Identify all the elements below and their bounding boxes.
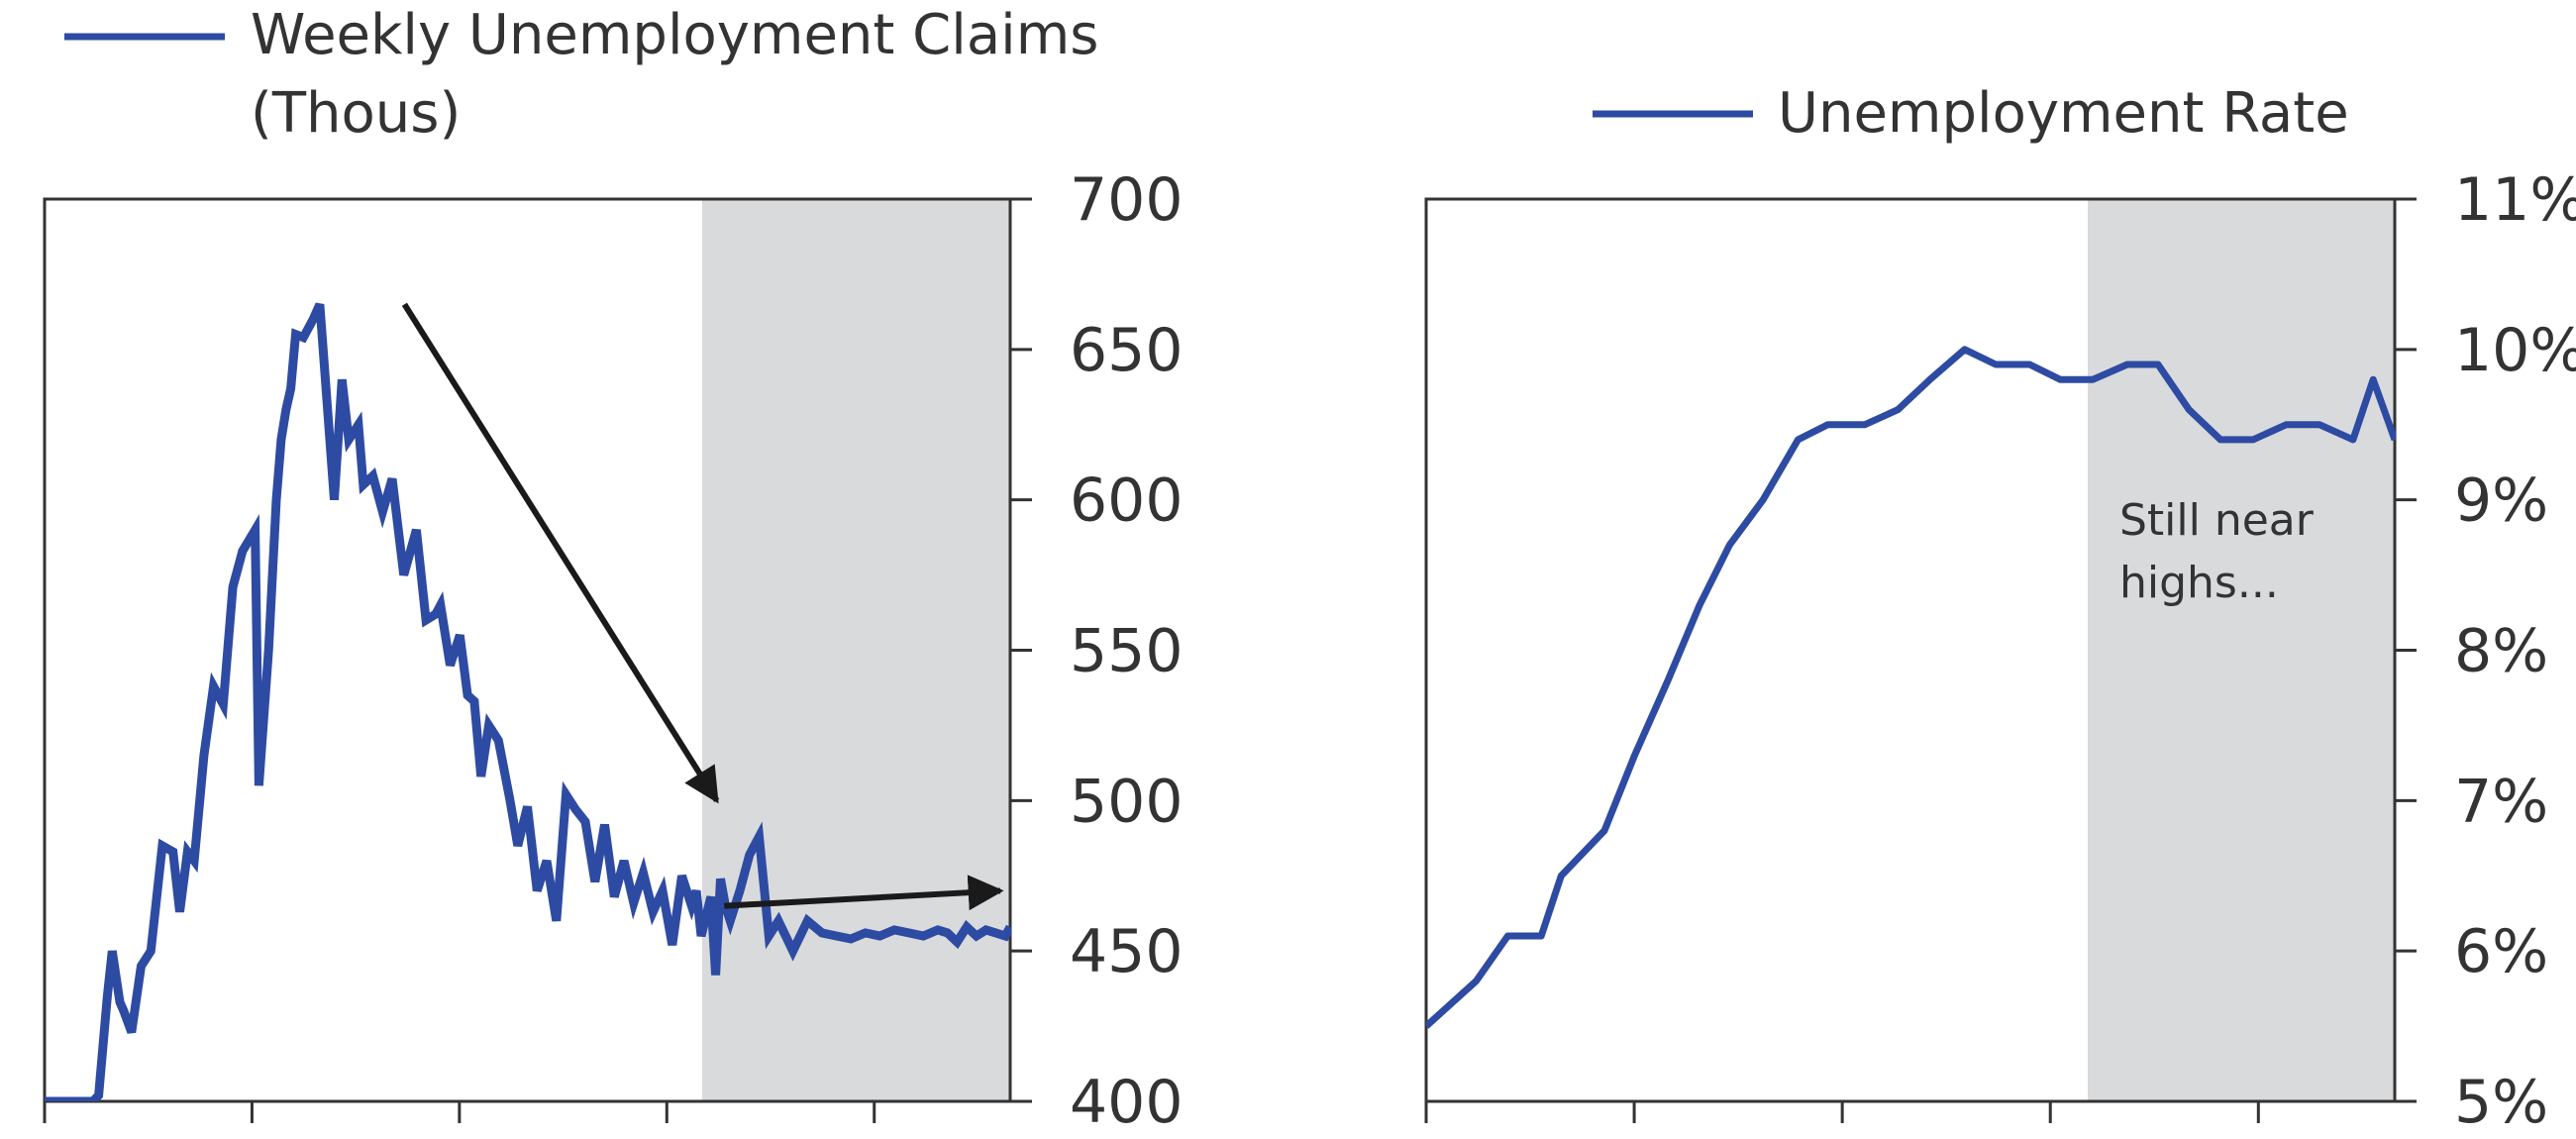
rate-shaded-region xyxy=(2088,199,2395,1101)
claims-y-tick-label: 450 xyxy=(1070,917,1184,986)
rate-annotation: Still near highs... xyxy=(2119,495,2315,608)
claims-trend-arrow-2 xyxy=(724,875,1004,911)
rate-y-tick-label: 6% xyxy=(2454,917,2548,986)
rate-series-line xyxy=(1426,346,2396,1029)
claims-y-ticks: 700 650 600 550 500 450 400 xyxy=(1010,165,1184,1137)
claims-y-tick-label: 700 xyxy=(1070,165,1184,235)
rate-annotation-line2: highs... xyxy=(2119,558,2279,608)
claims-x-ticks xyxy=(43,1101,876,1123)
claims-y-tick-label: 650 xyxy=(1070,316,1184,385)
rate-legend-label: Unemployment Rate xyxy=(1778,81,2349,146)
rate-y-tick-label: 11% xyxy=(2454,165,2576,235)
claims-legend-label-line1: Weekly Unemployment Claims xyxy=(251,3,1098,67)
rate-y-tick-label: 8% xyxy=(2454,617,2548,686)
rate-x-ticks xyxy=(1424,1101,2260,1123)
rate-annotation-line1: Still near xyxy=(2119,495,2315,546)
claims-trend-arrow-1 xyxy=(401,302,720,804)
claims-y-tick-label: 550 xyxy=(1070,617,1184,686)
claims-trend-arrows xyxy=(401,302,1004,911)
rate-y-tick-label: 5% xyxy=(2454,1068,2548,1137)
rate-chart: Unemployment Rate 11% 10% 9% 8% 7% 6% 5% Still… xyxy=(1424,81,2576,1137)
claims-series-line xyxy=(45,302,1011,1101)
rate-legend: Unemployment Rate xyxy=(1593,81,2349,146)
claims-y-tick-label: 600 xyxy=(1070,466,1184,536)
claims-shaded-region xyxy=(702,199,1010,1101)
claims-legend: Weekly Unemployment Claims (Thous) xyxy=(64,3,1098,146)
claims-y-tick-label: 400 xyxy=(1070,1068,1184,1137)
rate-y-tick-label: 7% xyxy=(2454,767,2548,836)
rate-y-tick-label: 10% xyxy=(2454,316,2576,385)
claims-y-tick-label: 500 xyxy=(1070,767,1184,836)
claims-legend-label-line2: (Thous) xyxy=(251,81,461,146)
rate-y-tick-label: 9% xyxy=(2454,466,2548,536)
rate-y-ticks: 11% 10% 9% 8% 7% 6% 5% xyxy=(2395,165,2576,1137)
claims-chart: Weekly Unemployment Claims (Thous) 700 65… xyxy=(43,3,1184,1137)
